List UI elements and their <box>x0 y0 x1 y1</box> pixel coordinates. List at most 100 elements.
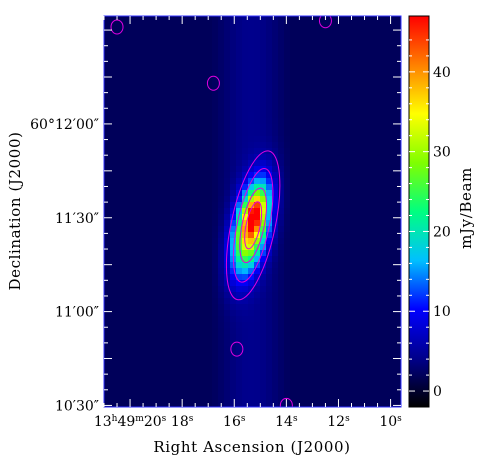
heatmap-cell <box>236 166 242 172</box>
heatmap-cell <box>224 142 230 148</box>
heatmap-cell <box>278 268 284 274</box>
heatmap-cell <box>236 226 242 232</box>
heatmap-cell <box>212 76 218 82</box>
contour-line <box>225 150 281 301</box>
heatmap-cell <box>218 142 224 148</box>
heatmap-cell <box>224 322 230 328</box>
heatmap-cell <box>242 40 248 46</box>
heatmap-cell <box>272 106 278 112</box>
heatmap-cell <box>266 64 272 70</box>
heatmap-cell <box>284 280 290 286</box>
heatmap-cell <box>254 178 260 184</box>
heatmap-cell <box>266 196 272 202</box>
heatmap-cell <box>236 196 242 202</box>
heatmap-cell <box>224 40 230 46</box>
heatmap-cell <box>218 70 224 76</box>
heatmap-cell <box>230 124 236 130</box>
heatmap-cell <box>266 100 272 106</box>
heatmap-cell <box>248 82 254 88</box>
colorbar-tick-label: 30 <box>433 145 451 161</box>
heatmap-cell <box>272 82 278 88</box>
heatmap-cell <box>278 214 284 220</box>
heatmap-cell <box>266 130 272 136</box>
heatmap-cell <box>278 232 284 238</box>
heatmap-cell <box>230 94 236 100</box>
heatmap-cell <box>284 64 290 70</box>
heatmap-cell <box>224 184 230 190</box>
heatmap-cell <box>260 70 266 76</box>
heatmap-cell <box>242 352 248 358</box>
heatmap-cell <box>272 34 278 40</box>
heatmap-cell <box>242 190 248 196</box>
heatmap-cell <box>236 274 242 280</box>
heatmap-cell <box>236 94 242 100</box>
heatmap-cell <box>248 190 254 196</box>
heatmap-cell <box>242 52 248 58</box>
heatmap-cell <box>230 274 236 280</box>
heatmap-cell <box>266 214 272 220</box>
heatmap-cell <box>224 304 230 310</box>
heatmap-cell <box>212 346 218 352</box>
heatmap-cell <box>218 256 224 262</box>
heatmap-cell <box>260 310 266 316</box>
heatmap-cell <box>260 106 266 112</box>
heatmap-cell <box>212 172 218 178</box>
heatmap-cell <box>278 286 284 292</box>
heatmap-cell <box>248 334 254 340</box>
heatmap-cell <box>236 34 242 40</box>
heatmap-cell <box>284 262 290 268</box>
heatmap-cell <box>260 190 266 196</box>
x-tick-label: 14s <box>275 414 298 430</box>
heatmap-cell <box>218 76 224 82</box>
heatmap-cell <box>212 112 218 118</box>
heatmap-cell <box>224 382 230 388</box>
heatmap-cell <box>230 172 236 178</box>
contour-noise-island <box>206 75 220 91</box>
heatmap-cell <box>254 304 260 310</box>
heatmap-cell <box>236 136 242 142</box>
heatmap-cell <box>278 46 284 52</box>
heatmap-cell <box>284 142 290 148</box>
heatmap-cell <box>218 94 224 100</box>
heatmap-cell <box>278 364 284 370</box>
heatmap-cell <box>230 46 236 52</box>
heatmap-cell <box>218 112 224 118</box>
heatmap-cell <box>242 94 248 100</box>
heatmap-cell <box>260 94 266 100</box>
heatmap-cell <box>230 160 236 166</box>
heatmap-cell <box>272 76 278 82</box>
heatmap-cell <box>260 64 266 70</box>
heatmap-cell <box>284 328 290 334</box>
heatmap-cell <box>260 16 266 22</box>
heatmap-cell <box>218 58 224 64</box>
heatmap-cell <box>254 358 260 364</box>
heatmap-cell <box>242 364 248 370</box>
heatmap-cell <box>224 88 230 94</box>
heatmap-cell <box>272 232 278 238</box>
heatmap-cell <box>212 316 218 322</box>
heatmap-cell <box>236 298 242 304</box>
heatmap-cell <box>248 322 254 328</box>
heatmap-cell <box>236 76 242 82</box>
heatmap-cell <box>266 40 272 46</box>
heatmap-cell <box>278 70 284 76</box>
colorbar: 0 10 20 30 40 <box>408 15 451 408</box>
heatmap-cell <box>254 334 260 340</box>
heatmap-cell <box>236 208 242 214</box>
heatmap-cell <box>218 382 224 388</box>
heatmap-cell <box>248 154 254 160</box>
heatmap-cell <box>266 190 272 196</box>
heatmap-cell <box>278 208 284 214</box>
heatmap-cell <box>272 112 278 118</box>
heatmap-cell <box>248 34 254 40</box>
heatmap-cell <box>260 388 266 394</box>
heatmap-cell <box>260 34 266 40</box>
heatmap-cell <box>278 82 284 88</box>
heatmap-cell <box>218 214 224 220</box>
heatmap-cell <box>266 394 272 400</box>
heatmap-cell <box>212 208 218 214</box>
heatmap-cell <box>212 52 218 58</box>
heatmap-cell <box>266 22 272 28</box>
heatmap-cell <box>236 118 242 124</box>
y-tick-label: 10′30″ <box>55 398 99 414</box>
